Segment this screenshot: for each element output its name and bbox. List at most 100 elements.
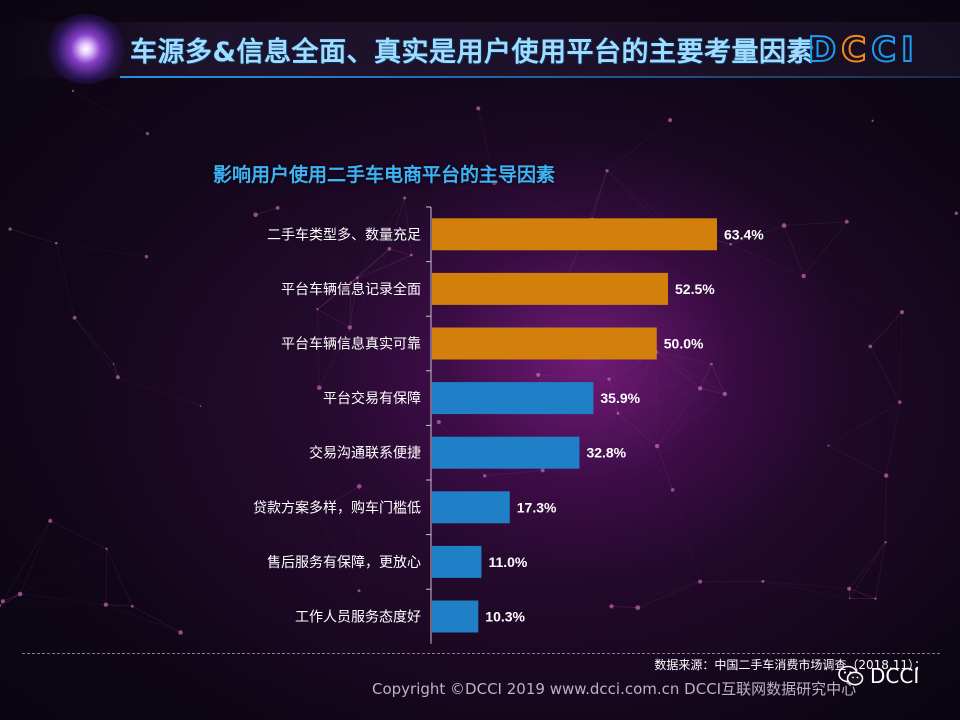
- network-node: [436, 420, 441, 425]
- network-line: [349, 277, 358, 328]
- network-line: [869, 311, 903, 347]
- network-line: [113, 363, 119, 378]
- copyright-text: Copyright ©DCCI 2019 www.dcci.com.cn DCC…: [372, 680, 857, 698]
- network-node: [476, 106, 481, 111]
- category-label: 工作人员服务态度好: [295, 610, 421, 626]
- network-line: [132, 605, 181, 633]
- network-line: [315, 510, 360, 591]
- network-node: [884, 473, 889, 478]
- network-line: [0, 520, 51, 606]
- network-line: [357, 248, 390, 279]
- network-line: [617, 387, 701, 414]
- network-node: [871, 119, 874, 122]
- category-label: 平台车辆信息记录全面: [281, 281, 421, 298]
- network-line: [848, 541, 886, 589]
- network-line: [404, 182, 495, 199]
- network-node: [178, 630, 183, 635]
- network-node: [635, 605, 641, 611]
- network-line: [591, 170, 608, 220]
- network-node: [616, 411, 620, 415]
- network-node: [403, 196, 407, 200]
- network-line: [762, 581, 850, 590]
- network-line: [318, 387, 360, 487]
- network-node: [844, 219, 849, 224]
- value-label: 63.4%: [724, 226, 764, 242]
- network-line: [828, 445, 887, 476]
- network-line: [611, 581, 701, 607]
- network-line: [803, 275, 903, 313]
- network-line: [784, 221, 847, 226]
- network-line: [357, 197, 405, 279]
- value-label: 35.9%: [600, 390, 640, 406]
- network-node: [130, 604, 134, 608]
- network-line: [49, 520, 107, 605]
- network-line: [19, 520, 51, 595]
- network-line: [656, 352, 658, 447]
- network-line: [349, 254, 412, 328]
- network-line: [277, 207, 352, 283]
- network-line: [656, 351, 701, 389]
- network-node: [729, 242, 732, 246]
- network-line: [672, 388, 701, 490]
- network-line: [74, 256, 147, 319]
- network-line: [2, 520, 51, 602]
- chart-title: 影响用户使用二手车电商平台的主导因素: [212, 164, 555, 186]
- network-node: [8, 227, 12, 231]
- network-line: [404, 198, 412, 256]
- network-node: [536, 372, 541, 377]
- network-node: [0, 604, 2, 607]
- network-node: [72, 315, 77, 320]
- network-line: [359, 421, 440, 487]
- network-node: [356, 484, 362, 489]
- category-label: 平台交易有保障: [323, 390, 421, 407]
- network-node: [540, 468, 545, 473]
- wechat-watermark: DCCI: [838, 664, 919, 688]
- network-line: [846, 221, 903, 313]
- network-line: [477, 108, 495, 183]
- bar: [432, 600, 479, 633]
- bar: [432, 382, 594, 415]
- network-node: [849, 597, 851, 600]
- network-node: [112, 363, 115, 365]
- network-line: [2, 600, 106, 606]
- network-line: [617, 413, 658, 447]
- network-line: [656, 445, 674, 491]
- network-line: [617, 351, 657, 414]
- value-label: 50.0%: [664, 336, 704, 352]
- network-line: [105, 604, 133, 607]
- network-line: [608, 378, 701, 389]
- network-line: [9, 228, 57, 244]
- category-label: 二手车类型多、数量充足: [267, 226, 421, 243]
- network-line: [350, 254, 412, 284]
- network-line: [608, 378, 658, 447]
- network-line: [106, 548, 133, 607]
- network-line: [875, 542, 886, 599]
- logo-letter-i: I: [900, 30, 916, 70]
- page-title: 车源多&信息全面、真实是用户使用平台的主要考量因素: [130, 37, 815, 68]
- network-node: [697, 386, 703, 391]
- bar: [432, 436, 580, 469]
- network-node: [801, 273, 806, 279]
- value-label: 52.5%: [675, 281, 715, 297]
- network-line: [117, 376, 201, 407]
- data-source: 数据来源：中国二手车消费市场调查（2018.11）；: [654, 658, 926, 672]
- header-bar: [0, 22, 960, 78]
- network-line: [617, 363, 712, 414]
- network-line: [803, 221, 848, 277]
- logo-letter-d: D: [807, 30, 839, 70]
- wechat-icon: [838, 665, 864, 686]
- network-line: [317, 308, 351, 328]
- network-line: [711, 363, 726, 395]
- network-node: [668, 118, 673, 123]
- network-line: [113, 363, 201, 407]
- network-node: [349, 281, 353, 285]
- network-node: [355, 276, 359, 280]
- network-line: [700, 387, 725, 395]
- network-node: [387, 247, 392, 251]
- network-line: [589, 170, 608, 221]
- network-line: [484, 470, 543, 477]
- network-node: [899, 310, 904, 315]
- network-line: [315, 486, 360, 512]
